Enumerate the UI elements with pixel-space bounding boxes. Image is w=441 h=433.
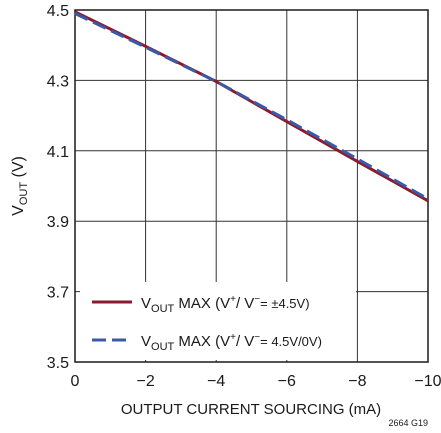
figure-id: 2664 G19 [388, 418, 428, 428]
y-tick-label-1: 3.7 [47, 285, 69, 302]
y-tick-labels: 3.5 3.7 3.9 4.1 4.3 4.5 [47, 3, 69, 372]
x-tick-label-3: −6 [278, 373, 296, 390]
x-tick-label-1: −2 [136, 373, 154, 390]
x-tick-label-0: 0 [71, 373, 80, 390]
y-tick-label-4: 4.3 [47, 73, 69, 90]
legend: VOUT MAX (V+/ V−= ±4.5V) VOUT MAX (V+/ V… [80, 282, 356, 360]
legend-entry-series-2: VOUT MAX (V+/ V−= 4.5V/0V) [141, 332, 322, 353]
y-tick-label-0: 3.5 [47, 355, 69, 372]
y-tick-label-5: 4.5 [47, 3, 69, 20]
y-axis-label-sub: OUT [18, 182, 30, 206]
series-line-1 [74, 10, 429, 203]
plot-border [74, 9, 429, 363]
legend-entry-series-1: VOUT MAX (V+/ V−= ±4.5V) [141, 294, 310, 315]
y-tick-label-2: 3.9 [47, 214, 69, 231]
x-tick-label-5: −10 [414, 373, 441, 390]
y-axis-label-main: V [10, 205, 27, 216]
x-tick-label-4: −8 [348, 373, 366, 390]
x-axis-label: OUTPUT CURRENT SOURCING (mA) [121, 401, 381, 418]
y-tick-label-3: 4.1 [47, 144, 69, 161]
plot-frame [74, 9, 429, 363]
y-axis-label: VOUT (V) [10, 156, 30, 216]
y-axis-label-unit: (V) [10, 156, 27, 182]
x-tick-labels: 0 −2 −4 −6 −8 −10 [71, 373, 441, 390]
x-tick-label-2: −4 [207, 373, 225, 390]
series-lines [74, 10, 429, 203]
legend-background [80, 282, 356, 360]
series-line-2 [74, 12, 429, 201]
